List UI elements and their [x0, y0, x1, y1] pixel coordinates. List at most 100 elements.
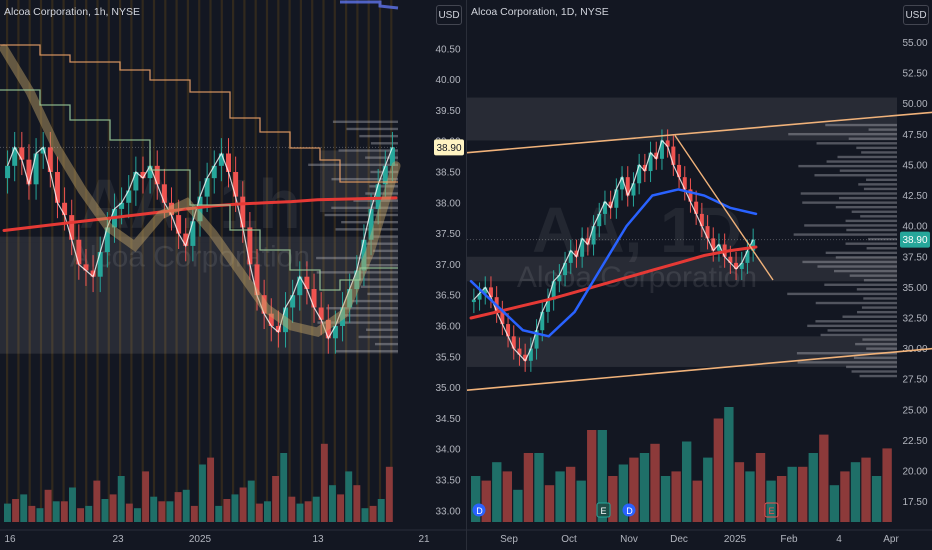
- x-axis-tick-label: 13: [312, 534, 324, 545]
- candle-down: [318, 307, 324, 320]
- volume-bar-down: [882, 448, 892, 522]
- candle-down: [705, 226, 710, 239]
- right-currency-button[interactable]: USD: [903, 5, 929, 25]
- y-axis-tick-label: 35.00: [902, 283, 927, 294]
- candle-down: [161, 184, 167, 203]
- earnings-icon[interactable]: [596, 502, 611, 518]
- volume-profile-bar: [839, 169, 897, 172]
- volume-profile-bar: [344, 314, 398, 317]
- candle-down: [699, 213, 704, 227]
- candle-up: [97, 252, 103, 277]
- volume-bar-down: [353, 485, 361, 522]
- candle-up: [528, 348, 533, 361]
- volume-bar-down: [692, 480, 702, 522]
- volume-profile-bar: [360, 285, 398, 288]
- volume-profile-bar: [356, 278, 398, 281]
- volume-bar-down: [288, 496, 296, 522]
- volume-bar-down: [320, 443, 328, 522]
- volume-profile-bar: [866, 178, 897, 182]
- session-stripe: [209, 0, 212, 522]
- right-chart-pane[interactable]: AA, 1D Alcoa Corporation 55.00 52.50 50.00 47…: [466, 0, 932, 550]
- dividend-icon[interactable]: [622, 503, 636, 517]
- y-axis-tick-label: 40.00: [902, 222, 927, 233]
- candle-down: [254, 264, 260, 296]
- candle-up: [33, 153, 39, 185]
- candle-down: [488, 287, 493, 298]
- candle-up: [347, 289, 353, 308]
- candle-down: [83, 264, 89, 271]
- volume-profile-bar: [846, 228, 897, 232]
- volume-profile-bar: [358, 335, 398, 339]
- candle-up: [751, 239, 756, 251]
- session-stripe: [277, 0, 280, 522]
- volume-profile-bar: [851, 370, 897, 373]
- volume-bar-down: [734, 462, 745, 522]
- candle-up: [477, 293, 482, 300]
- x-axis-tick-label: Feb: [780, 534, 798, 545]
- volume-profile-bar: [797, 361, 897, 364]
- session-stripe: [6, 0, 9, 522]
- volume-profile-bar: [365, 156, 398, 159]
- x-axis-tick-label: 16: [4, 534, 16, 545]
- candle-up: [648, 152, 653, 172]
- candle-down: [90, 270, 96, 277]
- y-axis-tick-label: 52.50: [902, 69, 927, 80]
- x-axis-tick-label: 2025: [189, 534, 212, 545]
- volume-profile-bar: [845, 219, 897, 223]
- volume-profile-bar: [848, 137, 897, 140]
- session-stripe: [141, 0, 144, 522]
- volume-profile-bar: [815, 301, 897, 305]
- y-axis-tick-label: 33.50: [435, 475, 460, 486]
- candle-up: [12, 147, 18, 166]
- volume-bar-up: [471, 476, 481, 522]
- close-price-line: [473, 139, 754, 362]
- candle-up: [568, 250, 573, 263]
- candle-down: [608, 201, 613, 208]
- candle-up: [602, 201, 607, 214]
- candle-up: [716, 244, 721, 251]
- volume-profile-bar: [868, 128, 897, 131]
- dividend-icon[interactable]: [472, 503, 486, 517]
- volume-bar-up: [745, 471, 755, 522]
- candle-down: [625, 177, 630, 196]
- volume-bar-down: [798, 466, 808, 522]
- candle-down: [585, 238, 590, 245]
- volume-bar-down: [776, 476, 787, 522]
- volume-profile-bar: [835, 256, 897, 259]
- candle-down: [311, 289, 317, 308]
- moving-average-line: [469, 245, 758, 320]
- candle-up: [483, 287, 488, 294]
- candle-up: [620, 177, 625, 190]
- y-axis-tick-label: 45.00: [902, 160, 927, 171]
- volume-profile-bar: [369, 185, 398, 188]
- volume-profile-bar: [838, 196, 897, 200]
- y-axis-tick-label: 36.50: [435, 291, 460, 302]
- session-stripe: [130, 0, 133, 522]
- volume-profile-bar: [324, 213, 398, 217]
- candle-up: [659, 140, 664, 159]
- candle-down: [517, 348, 522, 355]
- volume-bar-up: [660, 476, 671, 522]
- left-currency-button[interactable]: USD: [436, 5, 462, 25]
- candle-up: [545, 299, 550, 312]
- volume-bar-up: [361, 508, 369, 522]
- volume-profile-bar: [814, 174, 897, 177]
- volume-profile-bar: [796, 352, 897, 355]
- volume-bar-up: [150, 496, 158, 522]
- candle-up: [368, 208, 374, 240]
- candle-down: [275, 325, 281, 333]
- volume-profile-bar: [348, 299, 398, 303]
- earnings-icon[interactable]: [764, 502, 779, 518]
- volume-bar-up: [766, 480, 776, 522]
- volume-profile-bar: [332, 120, 398, 123]
- candle-up: [40, 147, 46, 154]
- candle-down: [76, 239, 82, 265]
- volume-bar-down: [523, 453, 534, 522]
- dividend-marker: D: [472, 503, 486, 517]
- candle-up: [745, 250, 750, 263]
- volume-bar-up: [85, 505, 93, 522]
- volume-bar-down: [77, 508, 85, 522]
